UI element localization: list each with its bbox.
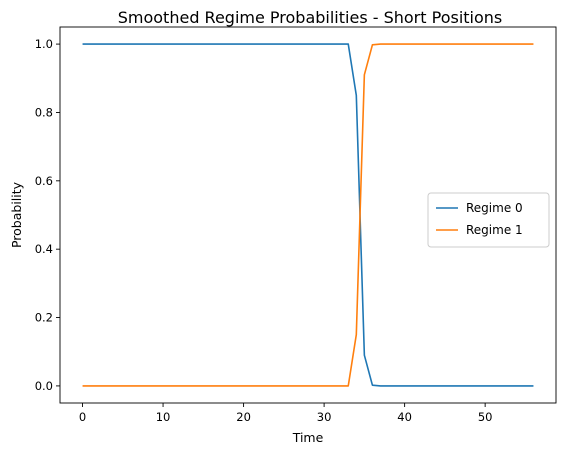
x-tick-label: 40 xyxy=(397,410,412,424)
series-line-regime-1 xyxy=(82,43,534,387)
y-tick-label: 0.8 xyxy=(35,105,53,119)
plot-frame xyxy=(59,26,557,404)
y-tick-label: 1.0 xyxy=(35,37,53,51)
series-line-regime-0 xyxy=(82,43,534,387)
y-axis: 0.0 0.2 0.4 0.6 0.8 1.0 xyxy=(35,37,60,393)
x-tick-label: 50 xyxy=(478,410,493,424)
chart-title: Smoothed Regime Probabilities - Short Po… xyxy=(118,8,503,27)
y-axis-label: Probability xyxy=(9,181,24,248)
legend: Regime 0 Regime 1 xyxy=(427,192,550,248)
y-tick-label: 0.4 xyxy=(35,242,53,256)
x-tick-label: 30 xyxy=(317,410,332,424)
x-axis-label: Time xyxy=(292,430,324,445)
legend-label-regime-1: Regime 1 xyxy=(466,223,523,237)
legend-box xyxy=(427,192,550,248)
plot-area xyxy=(82,43,534,387)
x-axis: 0 10 20 30 40 50 xyxy=(79,403,493,424)
x-tick-label: 0 xyxy=(79,410,86,424)
legend-label-regime-0: Regime 0 xyxy=(466,201,523,215)
y-tick-label: 0.2 xyxy=(35,311,53,325)
y-tick-label: 0.0 xyxy=(35,379,53,393)
x-tick-label: 10 xyxy=(156,410,171,424)
x-tick-label: 20 xyxy=(236,410,251,424)
y-tick-label: 0.6 xyxy=(35,174,53,188)
